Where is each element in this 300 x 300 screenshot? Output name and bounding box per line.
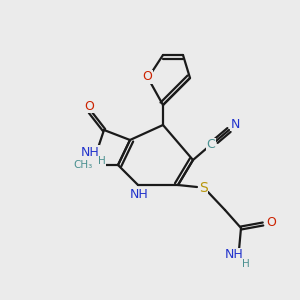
Text: N: N [134,188,144,202]
Text: O: O [84,100,94,112]
Text: H: H [98,156,106,166]
Text: C: C [207,139,215,152]
Text: N: N [230,118,240,130]
Text: S: S [199,181,207,195]
Text: H: H [242,259,250,269]
Text: CH₃: CH₃ [74,160,93,170]
Text: O: O [142,70,152,83]
Text: NH: NH [130,188,148,202]
Text: NH: NH [225,248,243,262]
Text: NH: NH [81,146,99,158]
Text: O: O [266,217,276,230]
